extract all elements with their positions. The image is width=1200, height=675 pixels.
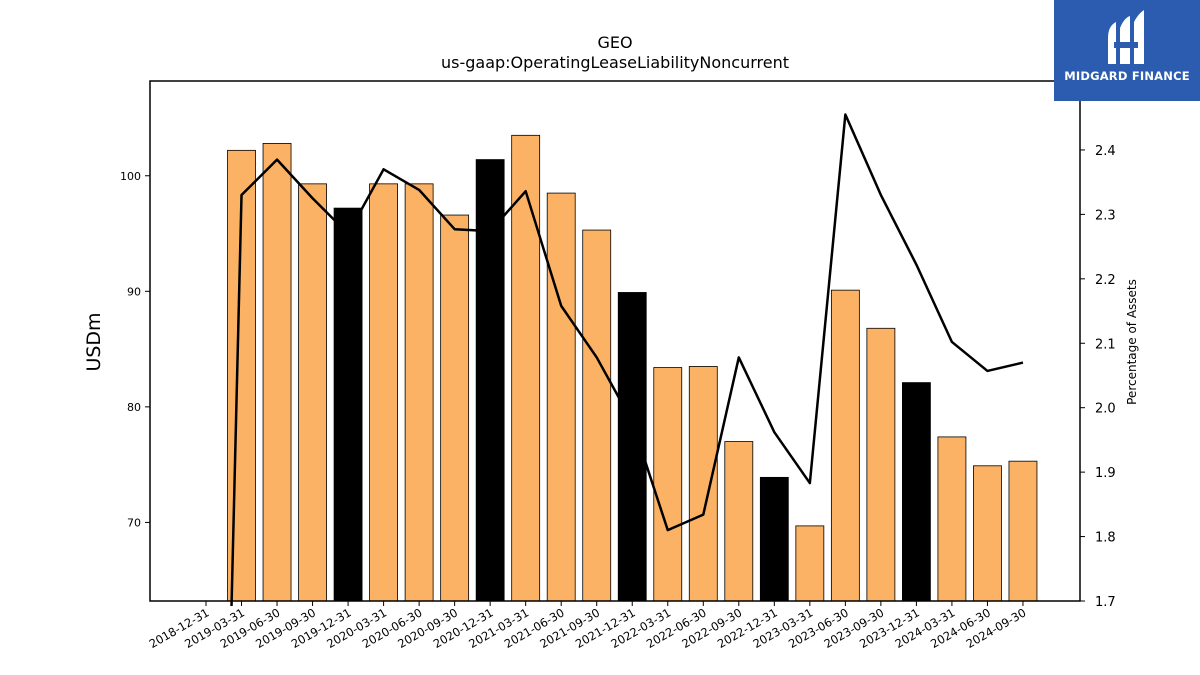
plot-frame [149,80,1081,602]
y2-tick-label: 2.4 [1095,144,1116,159]
y2-tick-label: 1.9 [1095,466,1116,481]
bar-2024-06-30 [973,465,1002,602]
y2-tick-label: 2.2 [1095,273,1116,288]
line-group [230,113,1024,607]
bar-2022-12-31 [759,476,789,602]
bar-2024-03-31 [937,436,967,602]
bars-group [227,134,1038,602]
right-axis: 1.7 1.8 1.9 2.0 2.1 2.2 2.3 2.4 [1080,144,1116,610]
y-tick-label: 100 [120,170,141,183]
x-axis: 2018-12-312019-03-312019-06-302019-09-30… [147,601,1028,651]
bar-2020-12-31 [475,159,505,602]
bar-2020-03-31 [369,183,399,602]
bar-2019-06-30 [262,142,292,602]
bar-2023-03-31 [795,525,825,602]
line-series [230,113,1024,607]
bar-2021-03-31 [511,134,541,602]
brand-logo: MIDGARD FINANCE [1054,0,1200,101]
bar-2023-09-30 [866,327,896,602]
y-tick-label: 80 [127,401,141,414]
bar-2021-09-30 [582,229,612,602]
y-tick-label: 70 [127,516,141,529]
bar-2020-06-30 [404,183,434,602]
bar-2022-03-31 [653,367,683,602]
y2-tick-label: 1.7 [1095,595,1116,610]
y2-tick-label: 2.1 [1095,337,1116,352]
y2-axis-label: Percentage of Assets [1125,279,1139,405]
bar-2023-06-30 [830,289,860,602]
bar-2022-06-30 [688,366,718,602]
chart-subtitle: us-gaap:OperatingLeaseLiabilityNoncurren… [441,53,789,72]
bar-2019-09-30 [298,183,327,602]
bar-2024-09-30 [1008,460,1038,602]
left-axis: 70 80 90 100 [120,170,150,529]
y2-tick-label: 2.3 [1095,208,1116,223]
bar-2022-09-30 [724,441,754,602]
bar-2021-12-31 [617,292,647,602]
y2-tick-label: 2.0 [1095,402,1116,417]
bar-2020-09-30 [440,214,470,602]
y-axis-label: USDm [83,312,105,371]
bar-2019-12-31 [333,207,363,602]
bar-2021-06-30 [546,192,576,602]
chart-title: GEO [597,33,632,52]
logo-text: MIDGARD FINANCE [1064,69,1190,83]
bar-2023-12-31 [902,382,931,602]
logo-mark-icon [1108,10,1144,64]
y-tick-label: 90 [127,285,141,298]
y2-tick-label: 1.8 [1095,531,1116,546]
